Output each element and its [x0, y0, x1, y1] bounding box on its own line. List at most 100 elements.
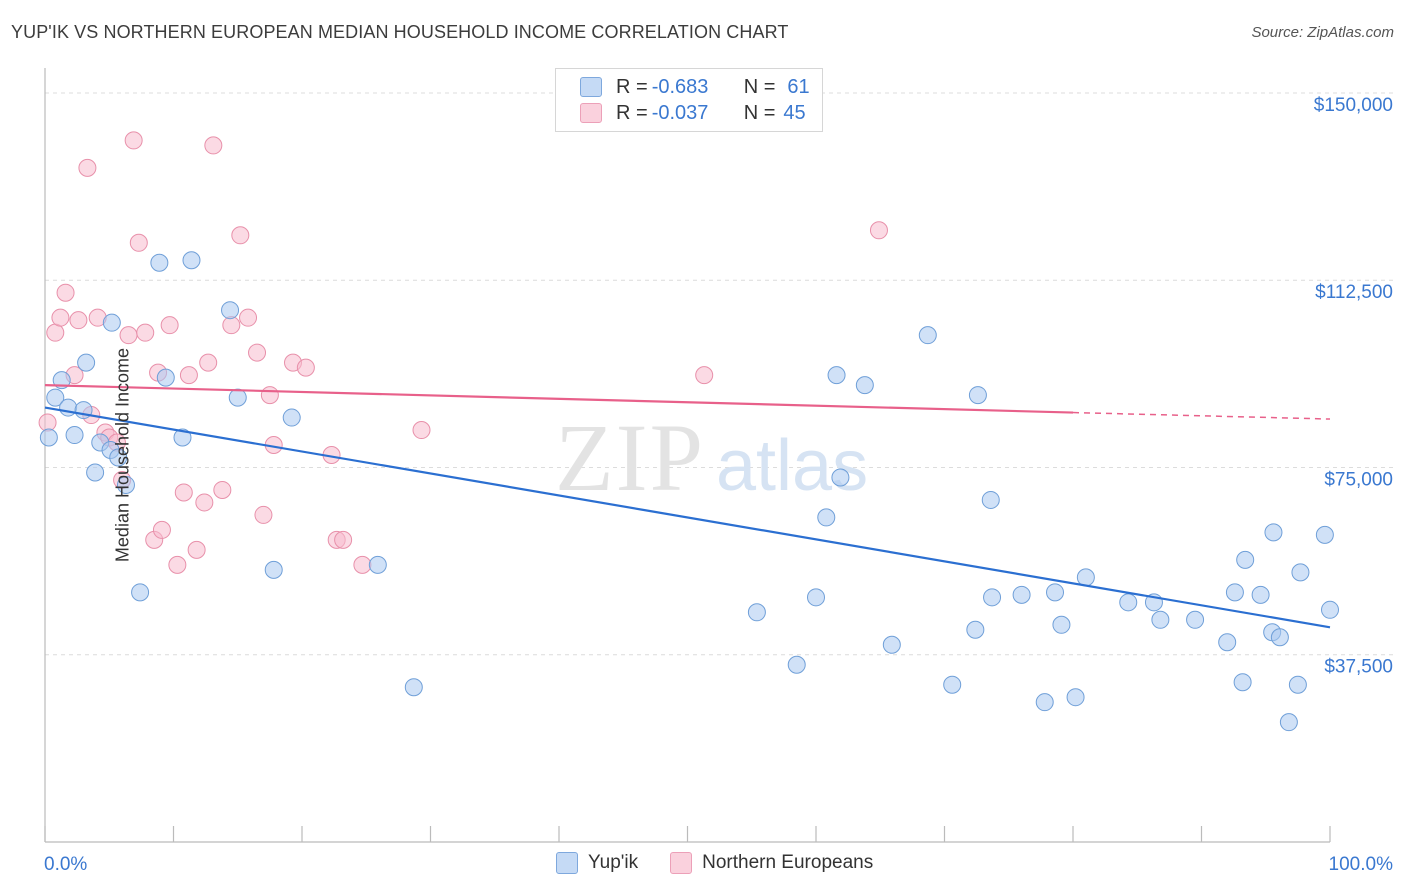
legend-n-value: 45 [783, 101, 806, 124]
legend-n-label: N = [743, 101, 776, 124]
northern-europeans-point [179, 366, 198, 385]
yupik-point [1251, 585, 1270, 604]
x-tick-label: 0.0% [44, 854, 87, 875]
yupik-point [1151, 610, 1170, 629]
y-tick-label: $150,000 [1314, 95, 1393, 116]
yupik-point [404, 678, 423, 697]
yupik-point [173, 428, 192, 447]
yupik-point [747, 603, 766, 622]
legend-r-label: R = [616, 101, 648, 124]
yupik-point [1291, 563, 1310, 582]
yupik-point [831, 468, 850, 487]
yupik-point [65, 426, 84, 445]
northern-europeans-point [78, 158, 97, 177]
yupik-point [1270, 628, 1289, 647]
yupik-point [807, 588, 825, 607]
yupik-point [1052, 615, 1071, 634]
northern-europeans-point [152, 520, 171, 539]
yupik-point [150, 253, 169, 272]
legend-swatch-yupik [580, 77, 602, 97]
legend-n-label: N = [743, 75, 776, 98]
series-legend-swatch-yupik [556, 852, 578, 874]
yupik-point [1012, 585, 1031, 604]
yupik-point [882, 635, 901, 654]
grid-lines [45, 92, 1394, 656]
northern-europeans-point [204, 136, 223, 155]
axes [44, 68, 1331, 843]
yupik-point [131, 583, 150, 602]
yupik-point [1218, 633, 1237, 652]
series-legend: Yup'ik Northern Europeans [556, 852, 905, 874]
legend-row-yupik: R = -0.683 N = 61 [580, 75, 810, 99]
yupik-point [1288, 675, 1307, 694]
tick-labels: $37,500 $75,000 $112,500 $150,000 0.0% 100.0% [44, 95, 1393, 875]
y-tick-label: $112,500 [1315, 282, 1393, 303]
yupik-point [282, 408, 301, 427]
trend-lines [44, 383, 1331, 629]
watermark: ZIP atlas [555, 404, 868, 511]
yupik-point [264, 560, 283, 579]
northern-europeans-point [69, 311, 88, 330]
northern-europeans-point [239, 308, 258, 327]
yupik-point [1321, 600, 1339, 619]
watermark-atlas: atlas [716, 426, 868, 506]
yupik-point [1233, 673, 1252, 692]
source-label: Source: ZipAtlas.com [1251, 24, 1394, 41]
northern-europeans-point [248, 343, 267, 362]
northern-europeans-point [129, 233, 148, 252]
yupik-point [109, 448, 128, 467]
yupik-point [981, 490, 1000, 509]
yupik-point [86, 463, 105, 482]
yupik-point [1076, 568, 1095, 587]
northern-europeans-point [187, 540, 206, 559]
northern-europeans-point [296, 358, 315, 377]
series-legend-yupik[interactable]: Yup'ik [556, 852, 638, 874]
northern-europeans-point [160, 316, 179, 335]
northern-europeans-point [168, 555, 187, 574]
yupik-point [156, 368, 175, 387]
y-tick-label: $75,000 [1324, 469, 1393, 490]
yupik-point [221, 301, 240, 320]
yupik-point [855, 376, 874, 395]
northern-europeans-point [213, 480, 232, 499]
northern-europeans-point [195, 493, 214, 512]
series-legend-northern-europeans[interactable]: Northern Europeans [670, 852, 873, 874]
northern-europeans-point [136, 323, 155, 342]
yupik-point [1186, 610, 1205, 629]
yupik-point [182, 251, 201, 270]
northern-europeans-point [412, 421, 431, 440]
stats-legend: R = -0.683 N = 61 R = -0.037 N = 45 [555, 68, 823, 132]
yupik-point [1225, 583, 1244, 602]
northern-europeans-point [46, 323, 65, 342]
yupik-point [1046, 583, 1065, 602]
legend-n-value: 61 [787, 75, 810, 98]
northern-europeans-point [334, 530, 353, 549]
northern-europeans-trend-line [44, 383, 1074, 414]
yupik-point [1264, 523, 1283, 542]
northern-europeans-point [254, 505, 273, 524]
y-axis-label: Median Household Income [112, 347, 133, 563]
yupik-point [228, 388, 247, 407]
yupik-point [1119, 593, 1138, 612]
y-tick-label: $37,500 [1324, 657, 1393, 678]
series-legend-swatch-northern-europeans [670, 852, 693, 874]
northern-europeans-point [260, 386, 279, 405]
yupik-point [77, 353, 96, 372]
legend-r-value: -0.683 [651, 75, 709, 98]
northern-europeans-point [174, 483, 193, 502]
northern-europeans-point [124, 131, 143, 150]
yupik-point [817, 508, 836, 527]
northern-europeans-point [353, 555, 372, 574]
yupik-point [1035, 693, 1054, 712]
series-legend-label-northern-europeans: Northern Europeans [702, 852, 874, 873]
northern-europeans-point [222, 316, 241, 335]
northern-europeans-point [38, 413, 57, 432]
x-tick-label: 100.0% [1329, 854, 1394, 875]
yupik-trend-line [44, 406, 1331, 629]
northern-europeans-point [199, 353, 218, 372]
yupik-point [1066, 688, 1085, 707]
yupik-point [966, 620, 985, 639]
northern-europeans-point [695, 366, 714, 385]
yupik-point [983, 588, 1002, 607]
